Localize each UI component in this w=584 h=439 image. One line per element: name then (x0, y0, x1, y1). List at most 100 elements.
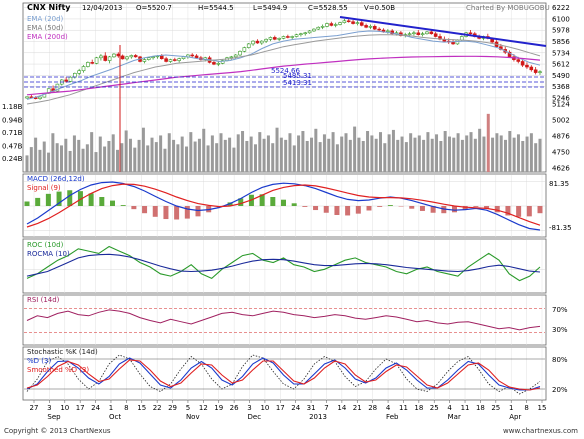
volume-bar (387, 134, 391, 172)
macd-hist-bar (409, 206, 415, 209)
volume-bar (116, 149, 120, 172)
volume-bar (29, 147, 33, 172)
candle-body (142, 59, 147, 62)
volume-bar (245, 140, 249, 172)
stoch-line-1 (26, 357, 541, 391)
candle-body (329, 23, 334, 26)
volume-bar (383, 143, 387, 172)
macd-line (26, 181, 541, 231)
macd-hist-bar (184, 206, 190, 219)
volume-bar (516, 134, 520, 172)
candle-body (290, 36, 294, 38)
price-panel: 5524.66 5485.31 5413.31 5246 5368 5490 5612… (2, 2, 570, 173)
volume-bar (447, 136, 451, 172)
volume-bar (534, 143, 538, 172)
volume-bar (34, 137, 38, 172)
x-month-label: Nov (186, 413, 200, 421)
volume-bar (159, 135, 163, 172)
candle-body (259, 40, 264, 44)
candle-body (246, 43, 251, 48)
price-tick-1: 5368 (552, 83, 570, 91)
x-tick-label: 8 (124, 404, 128, 412)
legend-roc: ROC (10d) (27, 241, 64, 249)
candle-body (307, 30, 312, 34)
legend-ema200: EMA (200d) (27, 33, 68, 41)
candle-body (277, 38, 281, 40)
chart-symbol: CNX Nifty (27, 3, 71, 12)
volume-bar (154, 142, 158, 172)
legend-ema50: EMA (50d) (27, 24, 64, 32)
price-tick-3: 5612 (552, 61, 570, 69)
x-tick-label: 3 (247, 404, 251, 412)
volume-bar (460, 139, 464, 172)
volume-bar (38, 149, 42, 172)
volume-bar (482, 136, 486, 172)
candle-body (212, 62, 216, 65)
candle-body (294, 34, 299, 37)
volume-bar (439, 140, 443, 172)
macd-panel: MACD (26d,12d) Signal (9) 81.35 -81.35 (22, 173, 572, 238)
volume-tick-1: 0.47B (2, 142, 23, 150)
x-tick-label: 3 (47, 404, 51, 412)
ema-line-0 (26, 30, 541, 100)
volume-bar (219, 133, 223, 172)
macd-hist-bar (345, 206, 351, 216)
macd-tick-top: 81.35 (549, 180, 569, 188)
price-tick-4: 5734 (552, 49, 570, 57)
volume-bar (236, 134, 240, 172)
candle-body (173, 59, 177, 61)
candle-body (525, 64, 529, 68)
signal-line (26, 183, 541, 228)
volume-bar (378, 132, 382, 172)
candle-body (316, 26, 321, 30)
volume-bar (223, 139, 227, 172)
volume-bar (366, 131, 370, 172)
candle-body (299, 33, 303, 35)
candle-body (129, 55, 134, 58)
candle-body (94, 57, 99, 64)
volume-bar (215, 143, 219, 172)
x-tick-label: 4 (447, 404, 452, 412)
volume-bar (59, 145, 63, 172)
copyright-text: Copyright © 2013 ChartNexus (4, 427, 111, 435)
roc-panel-frame (22, 238, 547, 294)
macd-hist-bar (174, 206, 180, 220)
volume-bar (469, 132, 473, 172)
candle-body (420, 33, 425, 35)
volume-bar (103, 146, 107, 172)
volume-bar (486, 113, 490, 172)
header-low: L=5494.9 (253, 4, 287, 12)
volume-bar (137, 139, 141, 172)
volume-bar (120, 143, 124, 172)
x-tick-label: 19 (214, 404, 223, 412)
macd-hist-bar (355, 206, 361, 214)
x-month-label: Sep (47, 413, 61, 421)
x-tick-label: 31 (307, 404, 316, 412)
volume-bar (266, 135, 270, 172)
candle-body (312, 28, 316, 32)
header-open: O=5520.7 (136, 4, 172, 12)
volume-bar (206, 145, 210, 172)
x-tick-label: 24 (291, 404, 300, 412)
price-tick-2: 5490 (552, 72, 570, 80)
candle-body (516, 59, 521, 62)
volume-bar (185, 146, 189, 172)
candle-body (325, 23, 329, 27)
volume-bar (456, 133, 460, 172)
x-tick-label: 8 (524, 404, 528, 412)
volume-bar (335, 144, 339, 172)
candle-body (351, 21, 355, 24)
volume-bar (404, 142, 408, 172)
price-tick-6: 5978 (552, 27, 570, 35)
volume-bar (68, 150, 72, 172)
volume-right-tick-3: 5002 (552, 117, 570, 125)
annotation-label-1: 5524.66 (271, 67, 300, 75)
volume-bar (98, 136, 102, 172)
candle-body (533, 69, 538, 73)
volume-bar (310, 137, 314, 172)
volume-bar (85, 144, 89, 172)
legend-ema20: EMA (20d) (27, 15, 64, 23)
volume-bar (77, 139, 81, 172)
volume-bar (361, 140, 365, 172)
candle-body (64, 79, 68, 82)
